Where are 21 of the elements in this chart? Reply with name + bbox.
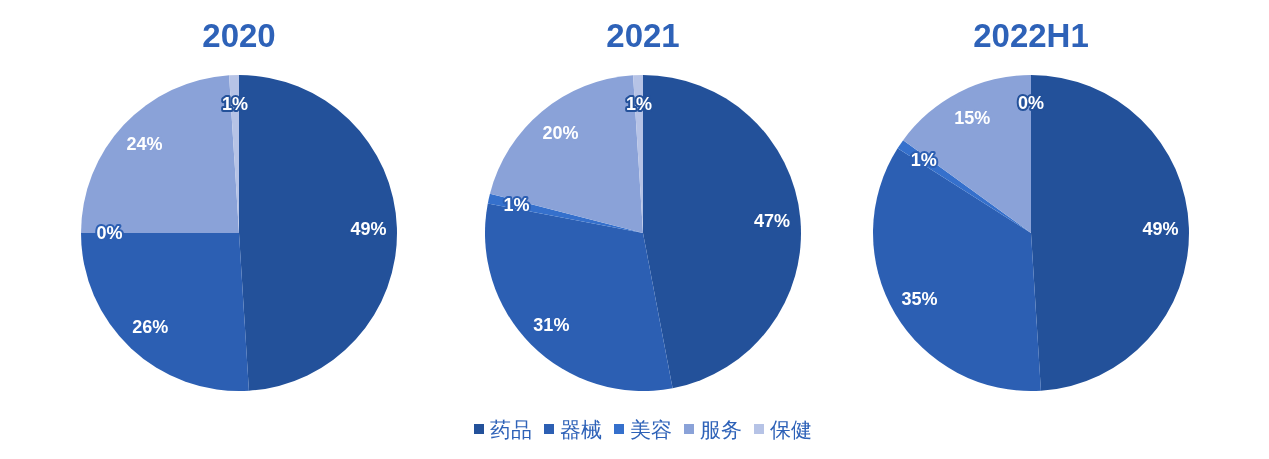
chart-title: 2020 (202, 17, 276, 54)
data-label: 24% (126, 134, 163, 155)
legend-label: 保健 (770, 417, 812, 441)
legend-label: 器械 (560, 417, 602, 441)
legend-label: 药品 (490, 417, 532, 441)
data-label: 35% (901, 288, 938, 309)
data-label: 31% (533, 314, 570, 335)
data-label: 49% (350, 218, 387, 239)
data-label: 49% (1142, 218, 1179, 239)
legend-label: 服务 (700, 417, 742, 441)
legend-label: 美容 (630, 417, 672, 441)
chart-title: 2021 (606, 17, 680, 54)
data-label: 1% (910, 150, 937, 171)
data-label: 20% (542, 123, 579, 144)
data-label: 47% (753, 210, 790, 231)
data-label: 26% (132, 317, 169, 338)
text: 0% (96, 223, 123, 243)
data-label: 15% (954, 107, 991, 128)
data-label: 1% (503, 194, 530, 215)
text: 0% (1017, 93, 1045, 114)
chart-title: 2022H1 (973, 17, 1089, 54)
